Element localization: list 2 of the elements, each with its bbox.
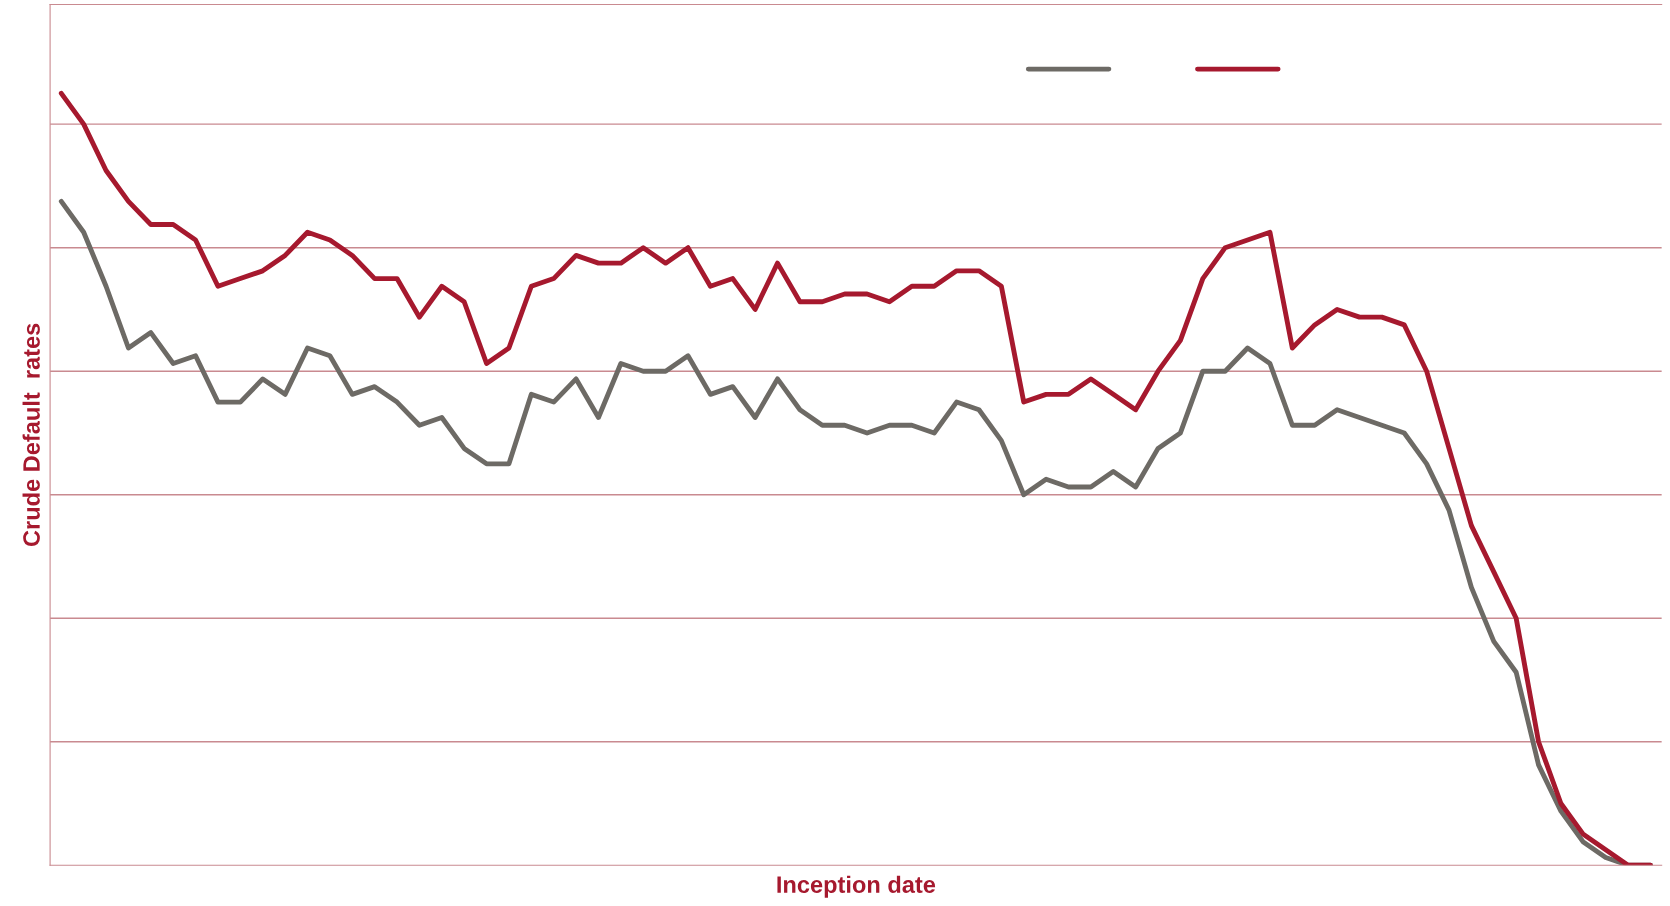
y-axis-title: Crude Default rates: [22, 323, 40, 547]
x-axis-title: Inception date: [777, 875, 936, 898]
